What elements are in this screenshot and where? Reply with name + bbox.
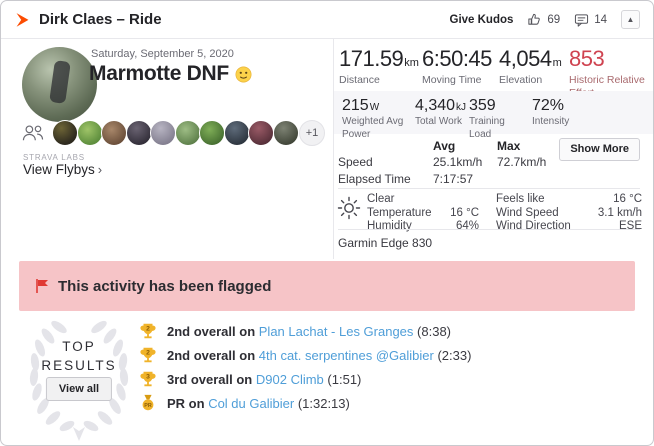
trophy-icon: 3	[140, 371, 156, 387]
kudoser-avatar[interactable]	[101, 119, 127, 146]
moving-time-value: 6:50:45	[422, 46, 492, 71]
feels-like-row: Feels like 16 °C	[496, 193, 642, 205]
top-results-title: TOP RESULTS	[41, 339, 117, 373]
activity-info-panel: Saturday, September 5, 2020 Marmotte DNF	[1, 39, 334, 259]
stat-total-work: 4,340kJ Total Work	[415, 97, 467, 127]
athlete-avatar[interactable]	[22, 47, 97, 122]
table-row: Elapsed Time 7:17:57	[338, 172, 474, 186]
elevation-label: Elevation	[499, 74, 543, 86]
table-row: Speed 25.1km/h 72.7km/h	[338, 155, 547, 169]
top-results-section: TOP RESULTS View all 2 2nd overall on Pl…	[1, 311, 653, 445]
athletes-group-icon	[22, 125, 44, 140]
stat-elevation: 4,054m Elevation	[499, 46, 569, 100]
avg-column-header: Avg	[433, 139, 456, 153]
achievement-row: 2 2nd overall on Plan Lachat - Les Grang…	[139, 319, 471, 343]
stat-intensity: 72% Intensity	[532, 97, 570, 127]
show-more-button[interactable]: Show More	[559, 138, 640, 161]
activity-title-text: Marmotte DNF	[89, 62, 229, 85]
achievements-list: 2 2nd overall on Plan Lachat - Les Grang…	[139, 319, 471, 415]
stat-training-load: 359 Training Load	[469, 97, 505, 140]
distance-value: 171.59	[339, 46, 404, 71]
collapse-button[interactable]: ▲	[621, 10, 640, 29]
flagged-banner: This activity has been flagged	[19, 261, 635, 311]
activity-date: Saturday, September 5, 2020	[91, 48, 234, 60]
svg-text:PR: PR	[144, 403, 152, 409]
svg-text:2: 2	[146, 326, 150, 333]
trophy-icon: 2	[140, 323, 156, 339]
wind-direction-row: Wind Direction ESE	[496, 220, 642, 232]
kudoser-avatar[interactable]	[150, 119, 176, 146]
segment-link[interactable]: Plan Lachat - Les Granges	[258, 323, 414, 339]
smiley-emoji-icon	[235, 66, 252, 82]
divider	[338, 188, 640, 189]
kudoser-avatar[interactable]	[125, 119, 152, 146]
elevation-unit: m	[552, 57, 562, 69]
kudos-counter[interactable]: 69	[527, 12, 560, 27]
thumbs-up-icon	[528, 13, 541, 25]
recording-device: Garmin Edge 830	[338, 236, 433, 250]
kudoser-avatar[interactable]	[223, 119, 250, 146]
wind-speed-row: Wind Speed 3.1 km/h	[496, 206, 642, 219]
svg-text:2: 2	[146, 350, 150, 357]
give-kudos-button[interactable]: Give Kudos	[449, 13, 514, 26]
achievement-row: 3 3rd overall on D902 Climb (1:51)	[139, 367, 471, 391]
weather-condition: Clear	[367, 193, 395, 205]
kudos-facepile: +1	[21, 119, 325, 146]
kudoser-avatar[interactable]	[199, 119, 225, 146]
divider	[338, 229, 640, 230]
view-all-button[interactable]: View all	[45, 377, 113, 401]
comment-count: 14	[594, 13, 607, 26]
kudos-count: 69	[547, 13, 561, 26]
relative-effort-value: 853	[569, 46, 605, 71]
distance-unit: km	[404, 57, 419, 69]
avg-max-table: Avg Max Speed 25.1km/h 72.7km/h Elapsed …	[338, 139, 638, 188]
activity-summary: Saturday, September 5, 2020 Marmotte DNF	[1, 39, 653, 259]
segment-link[interactable]: 4th cat. serpentines @Galibier	[258, 347, 434, 363]
achievement-row: PR PR on Col du Galibier (1:32:13)	[139, 391, 471, 415]
humidity-row: Humidity 64%	[367, 220, 479, 232]
strava-labs-label: STRAVA LABS	[23, 153, 85, 162]
chevron-right-icon: ›	[97, 162, 103, 177]
view-flybys-text: View Flybys	[23, 162, 95, 177]
trophy-icon: 2	[140, 347, 156, 363]
elevation-value: 4,054	[499, 46, 552, 71]
segment-link[interactable]: Col du Galibier	[208, 395, 295, 411]
temperature-row: Temperature 16 °C	[367, 206, 479, 219]
top-results-badge: TOP RESULTS View all	[15, 313, 143, 443]
distance-label: Distance	[339, 74, 380, 86]
activity-stats-panel: 171.59km Distance 6:50:45 Moving Time 4,…	[334, 39, 653, 259]
more-athletes-badge[interactable]: +1	[299, 119, 325, 146]
header-bar: Dirk Claes – Ride Give Kudos 69 14 ▲	[1, 1, 653, 39]
flagged-banner-text: This activity has been flagged	[58, 277, 272, 295]
stat-moving-time: 6:50:45 Moving Time	[422, 46, 499, 100]
flag-icon	[36, 279, 48, 293]
stat-weighted-power: 215W Weighted Avg Power	[342, 97, 404, 140]
kudoser-avatar[interactable]	[52, 119, 78, 146]
kudoser-avatar[interactable]	[272, 119, 299, 146]
header-actions: Give Kudos 69 14 ▲	[449, 10, 640, 29]
segment-link[interactable]: D902 Climb	[255, 371, 324, 387]
kudoser-avatar[interactable]	[248, 119, 274, 146]
svg-text:3: 3	[146, 374, 150, 381]
pr-medal-icon: PR	[142, 394, 154, 411]
power-stats: 215W Weighted Avg Power 4,340kJ Total Wo…	[334, 91, 653, 140]
laurel-wreath-icon	[29, 320, 129, 441]
table-header: Avg Max	[338, 139, 638, 154]
stat-distance: 171.59km Distance	[339, 46, 422, 100]
comment-icon	[575, 13, 589, 27]
max-column-header: Max	[497, 139, 521, 153]
view-flybys-link[interactable]: View Flybys ›	[23, 162, 102, 177]
activity-title: Marmotte DNF	[89, 62, 252, 86]
page-title: Dirk Claes – Ride	[39, 11, 162, 28]
kudoser-avatar[interactable]	[174, 119, 201, 146]
collapse-arrow-icon: ▲	[626, 15, 635, 24]
sun-icon	[337, 196, 361, 220]
strava-arrow-icon	[16, 13, 29, 27]
achievement-row: 2 2nd overall on 4th cat. serpentines @G…	[139, 343, 471, 367]
moving-time-label: Moving Time	[422, 74, 482, 86]
comments-counter[interactable]: 14	[574, 13, 607, 27]
kudoser-avatar[interactable]	[76, 119, 103, 146]
weather-condition-row: Clear	[367, 193, 479, 206]
